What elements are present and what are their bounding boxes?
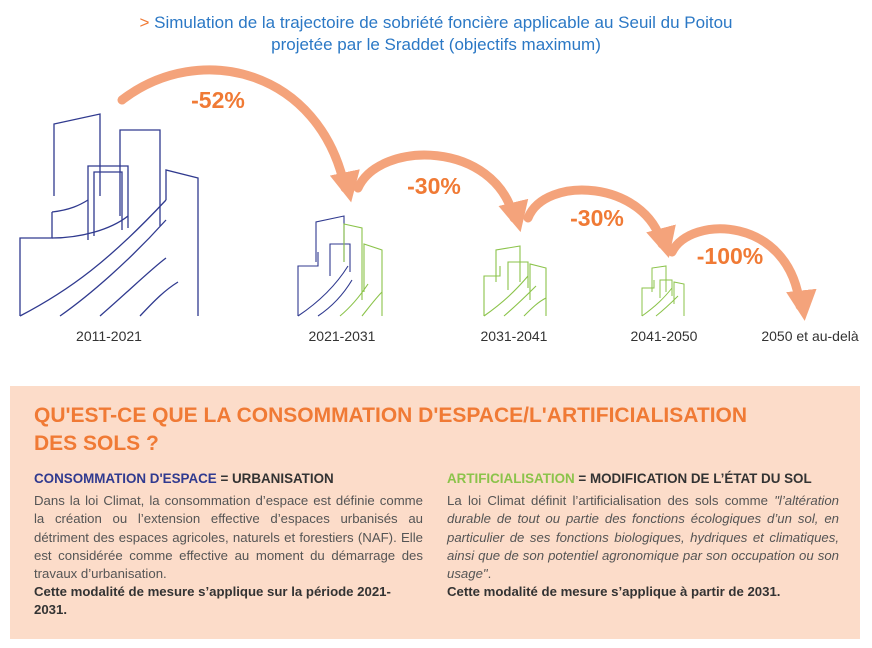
consommation-keyword: CONSOMMATION D'ESPACE	[34, 471, 217, 486]
city-illustration-2031	[483, 245, 547, 317]
consommation-column: CONSOMMATION D'ESPACE = URBANISATION Dan…	[34, 470, 423, 620]
arrow-3	[523, 185, 676, 258]
city-illustration-2021	[297, 215, 383, 317]
city-illustration-2011	[19, 113, 199, 317]
period-label-5: 2050 et au-delà	[761, 328, 859, 344]
artificialisation-column: ARTIFICIALISATION = MODIFICATION DE L’ÉT…	[447, 470, 839, 601]
period-label-2: 2021-2031	[308, 328, 376, 344]
artificialisation-text-intro: La loi Climat définit l’artificialisatio…	[447, 493, 775, 509]
city-illustration-2041	[641, 265, 685, 317]
period-label-1: 2011-2021	[76, 328, 142, 344]
consommation-heading-rest: = URBANISATION	[216, 471, 334, 486]
definition-box: QU'EST-CE QUE LA CONSOMMATION D'ESPACE/L…	[10, 386, 860, 639]
diagram-title: > Simulation de la trajectoire de sobrié…	[0, 12, 872, 56]
title-marker: >	[139, 13, 150, 32]
artificialisation-note: Cette modalité de mesure s’applique à pa…	[447, 584, 781, 600]
arrow-1	[117, 65, 360, 203]
period-label-4: 2041-2050	[630, 328, 698, 344]
title-line-2: projetée par le Sraddet (objectifs maxim…	[271, 35, 601, 54]
reduction-label-4: -100%	[697, 243, 763, 269]
box-heading: QU'EST-CE QUE LA CONSOMMATION D'ESPACE/L…	[34, 402, 834, 458]
title-line-1: > Simulation de la trajectoire de sobrié…	[0, 12, 872, 34]
period-label-3: 2031-2041	[480, 328, 548, 344]
consommation-heading: CONSOMMATION D'ESPACE = URBANISATION	[34, 470, 423, 488]
reduction-label-2: -30%	[407, 173, 461, 199]
artificialisation-text-end: .	[487, 566, 492, 582]
artificialisation-quote: "l’altération durable de tout ou partie …	[447, 493, 839, 582]
reduction-label-3: -30%	[570, 205, 624, 231]
consommation-note: Cette modalité de mesure s’applique sur …	[34, 584, 391, 618]
artificialisation-heading-rest: = MODIFICATION DE L’ÉTAT DU SOL	[574, 471, 812, 486]
consommation-text: Dans la loi Climat, la consommation d’es…	[34, 493, 423, 582]
arrow-2	[353, 150, 529, 233]
artificialisation-text: La loi Climat définit l’artificialisatio…	[447, 492, 839, 583]
title-text-1: Simulation de la trajectoire de sobriété…	[154, 13, 733, 32]
artificialisation-heading: ARTIFICIALISATION = MODIFICATION DE L’ÉT…	[447, 470, 839, 488]
trajectory-diagram: -52% -30% -30% -100%	[19, 65, 817, 321]
arrow-4	[667, 224, 817, 321]
artificialisation-keyword: ARTIFICIALISATION	[447, 471, 575, 486]
reduction-label-1: -52%	[191, 87, 245, 113]
box-heading-line-2: DES SOLS ?	[34, 432, 159, 455]
box-heading-line-1: QU'EST-CE QUE LA CONSOMMATION D'ESPACE/L…	[34, 404, 748, 427]
